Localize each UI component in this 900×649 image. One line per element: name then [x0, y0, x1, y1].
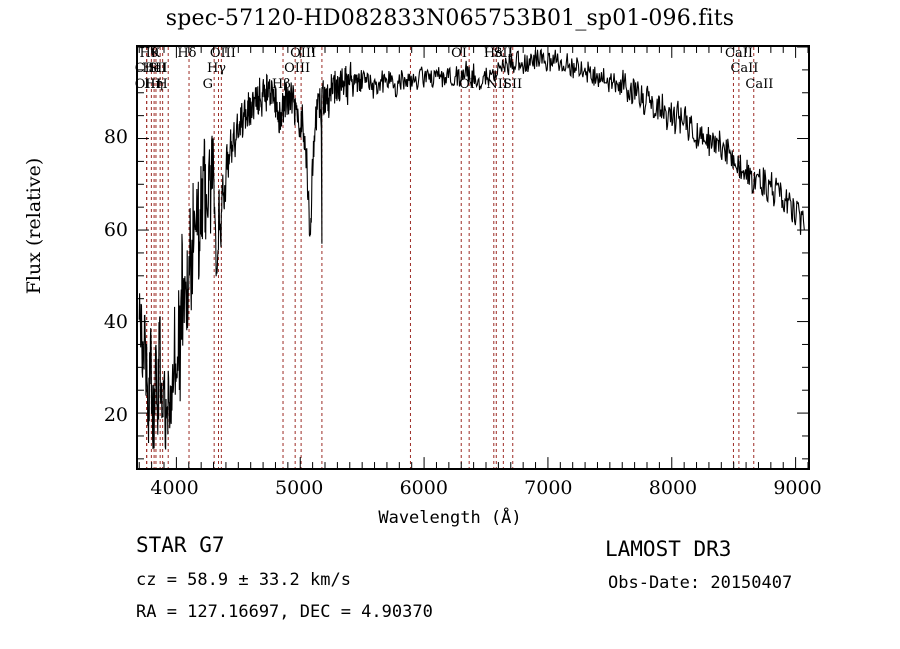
x-tick-label: 5000 — [275, 477, 324, 499]
spectral-line-label: CaII — [725, 46, 753, 61]
y-axis-label: Flux (relative) — [23, 157, 45, 295]
y-tick-label: 40 — [103, 311, 128, 334]
spectrum-trace — [139, 50, 804, 450]
x-tick-label: 6000 — [399, 477, 448, 499]
object-class-text: STAR G7 — [136, 533, 225, 557]
spectral-line-label: Hγ — [206, 61, 227, 76]
plot-title: spec-57120-HD082833N065753B01_sp01-096.f… — [165, 6, 735, 31]
spectral-line-label: Hα — [483, 46, 505, 61]
spectral-line-label: SII — [502, 77, 523, 92]
survey-name-text: LAMOST DR3 — [605, 537, 732, 561]
spectral-line-label: OIII — [290, 46, 317, 61]
spectral-line-label: OI — [459, 77, 475, 92]
axis-ticks-group — [138, 47, 808, 468]
spectral-line-label: CaII — [745, 77, 774, 92]
spectral-line-label: H — [156, 77, 168, 92]
spectrum-plot-area — [136, 45, 810, 470]
spectrum-svg — [138, 47, 808, 468]
spectral-line-label: OIII — [209, 46, 236, 61]
x-tick-label: 7000 — [524, 477, 573, 499]
spectral-line-label: HeI — [142, 61, 167, 76]
y-tick-label: 20 — [103, 403, 128, 426]
spectral-line-label: Hθ — [139, 46, 159, 61]
spectral-line-label: OIII — [284, 61, 311, 76]
spectral-line-label: Hδ — [177, 46, 197, 61]
x-tick-label: 4000 — [150, 477, 199, 499]
spectral-line-label: Hβ — [271, 77, 291, 92]
spectral-line-label: OI — [451, 46, 467, 61]
spectral-line-label: OIII — [134, 77, 161, 92]
y-tick-label: 80 — [103, 126, 128, 149]
coordinates-text: RA = 127.16697, DEC = 4.90370 — [136, 602, 433, 622]
spectral-line-label: G — [202, 77, 213, 92]
spectral-line-label: Hη — [144, 77, 164, 92]
redshift-velocity-text: cz = 58.9 ± 33.2 km/s — [136, 570, 351, 590]
spectral-line-label: NII — [486, 77, 509, 92]
observation-date-text: Obs-Date: 20150407 — [608, 573, 793, 593]
y-tick-label: 60 — [103, 218, 128, 241]
spectral-line-label: CIII — [134, 61, 161, 76]
spectral-line-label: SII — [493, 46, 513, 61]
x-tick-label: 8000 — [648, 477, 698, 499]
x-tick-label: 9000 — [773, 477, 822, 499]
spectral-line-label: K — [150, 46, 161, 61]
x-axis-label: Wavelength (Å) — [378, 508, 522, 528]
spectral-line-label: CaII — [730, 61, 759, 76]
spectral-line-label: SII — [148, 61, 168, 76]
